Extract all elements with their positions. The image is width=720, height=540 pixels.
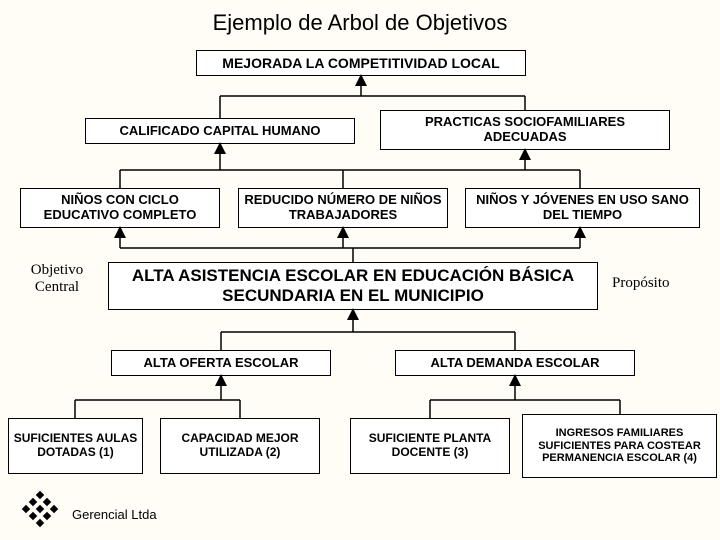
node-r5b: ALTA DEMANDA ESCOLAR xyxy=(395,350,635,376)
node-r5a-label: ALTA OFERTA ESCOLAR xyxy=(143,356,298,371)
node-r3c: NIÑOS Y JÓVENES EN USO SANO DEL TIEMPO xyxy=(465,188,700,228)
node-r6a: SUFICIENTES AULAS DOTADAS (1) xyxy=(8,418,143,474)
node-r2a-label: CALIFICADO CAPITAL HUMANO xyxy=(119,124,320,139)
node-r5b-label: ALTA DEMANDA ESCOLAR xyxy=(431,356,600,371)
node-r2b-label: PRACTICAS SOCIOFAMILIARES ADECUADAS xyxy=(385,115,665,145)
node-r6b: CAPACIDAD MEJOR UTILIZADA (2) xyxy=(160,418,320,474)
node-r6c-label: SUFICIENTE PLANTA DOCENTE (3) xyxy=(355,432,505,460)
node-r5a: ALTA OFERTA ESCOLAR xyxy=(111,350,331,376)
label-proposito: Propósito xyxy=(612,275,670,292)
node-r2a: CALIFICADO CAPITAL HUMANO xyxy=(85,118,355,144)
node-r3b-label: REDUCIDO NÚMERO DE NIÑOS TRABAJADORES xyxy=(243,193,443,223)
node-r3c-label: NIÑOS Y JÓVENES EN USO SANO DEL TIEMPO xyxy=(470,193,695,223)
page-title: Ejemplo de Arbol de Objetivos xyxy=(0,0,720,36)
node-central-label: ALTA ASISTENCIA ESCOLAR EN EDUCACIÓN BÁS… xyxy=(113,266,593,305)
label-objetivo-central: Objetivo Central xyxy=(12,262,102,296)
node-r3b: REDUCIDO NÚMERO DE NIÑOS TRABAJADORES xyxy=(238,188,448,228)
node-central: ALTA ASISTENCIA ESCOLAR EN EDUCACIÓN BÁS… xyxy=(108,262,598,310)
logo-icon xyxy=(20,490,60,530)
node-top-label: MEJORADA LA COMPETITIVIDAD LOCAL xyxy=(222,55,499,71)
node-r6a-label: SUFICIENTES AULAS DOTADAS (1) xyxy=(13,432,138,460)
node-r2b: PRACTICAS SOCIOFAMILIARES ADECUADAS xyxy=(380,110,670,150)
node-r6b-label: CAPACIDAD MEJOR UTILIZADA (2) xyxy=(165,432,315,460)
node-r3a-label: NIÑOS CON CICLO EDUCATIVO COMPLETO xyxy=(25,193,215,223)
footer-text: Gerencial Ltda xyxy=(72,507,157,522)
node-r3a: NIÑOS CON CICLO EDUCATIVO COMPLETO xyxy=(20,188,220,228)
node-r6d-label: INGRESOS FAMILIARES SUFICIENTES PARA COS… xyxy=(527,427,712,465)
node-r6d: INGRESOS FAMILIARES SUFICIENTES PARA COS… xyxy=(522,414,717,478)
node-top: MEJORADA LA COMPETITIVIDAD LOCAL xyxy=(196,50,526,76)
node-r6c: SUFICIENTE PLANTA DOCENTE (3) xyxy=(350,418,510,474)
